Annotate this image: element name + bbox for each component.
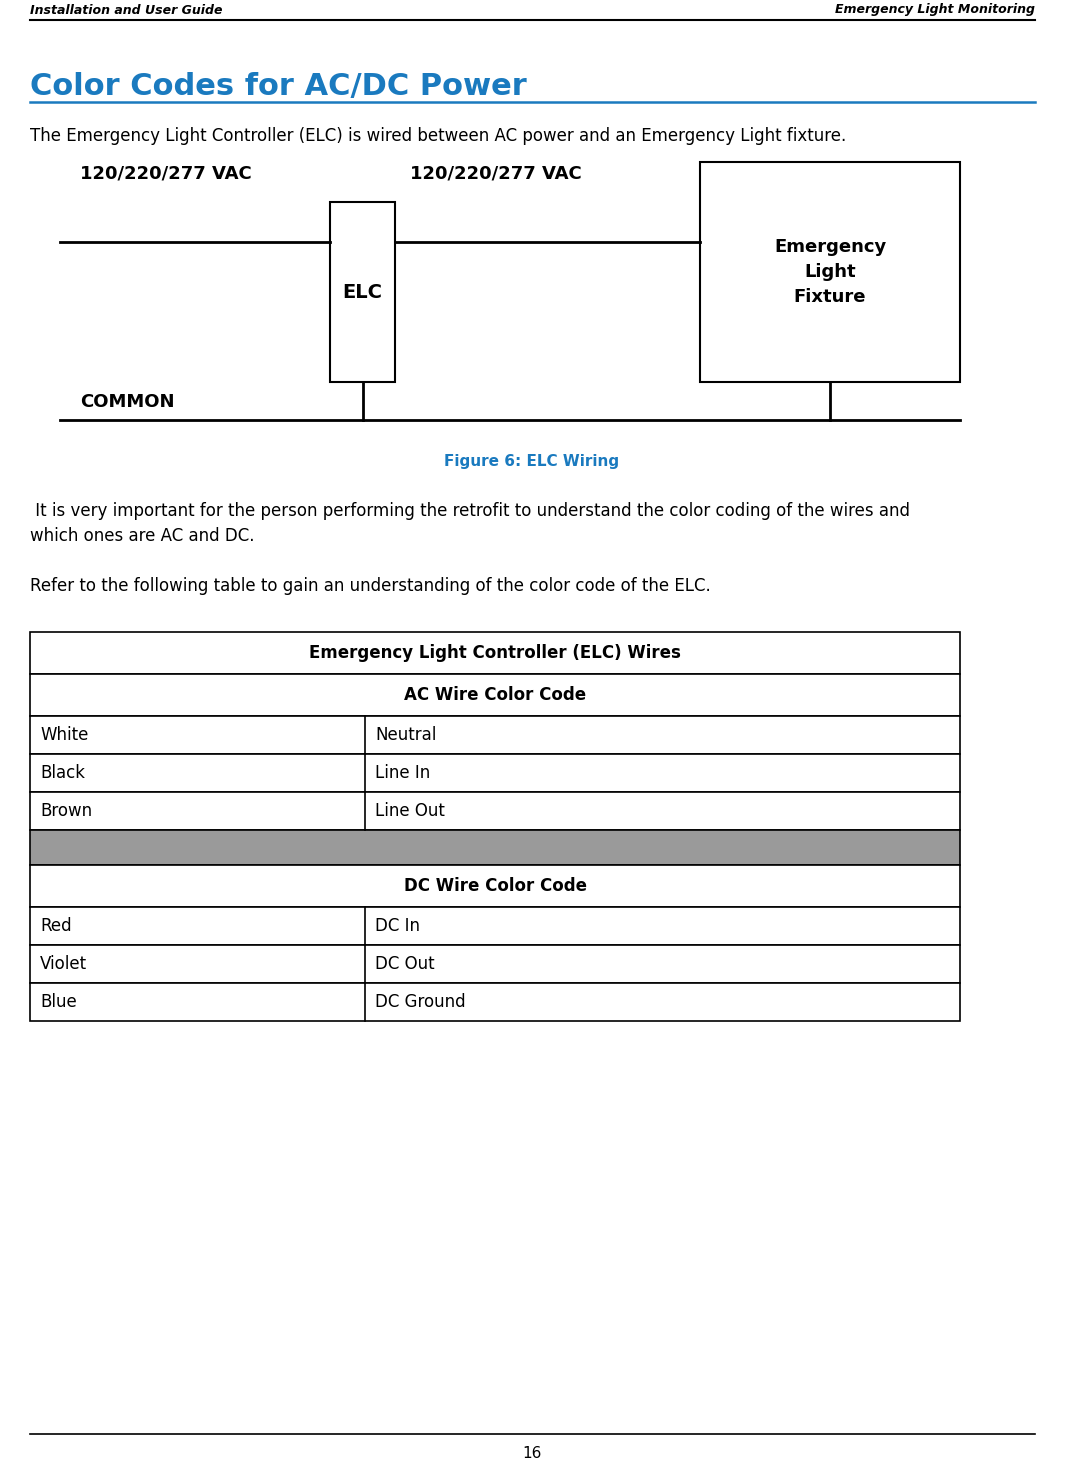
Text: ELC: ELC [343, 283, 382, 302]
Bar [30, 907, 960, 945]
Text: Brown: Brown [40, 802, 93, 820]
Text: White: White [40, 726, 88, 743]
Text: Line Out: Line Out [375, 802, 445, 820]
Text: DC Wire Color Code: DC Wire Color Code [404, 877, 587, 895]
Bar [30, 715, 960, 754]
Text: Installation and User Guide: Installation and User Guide [30, 3, 223, 16]
Bar [700, 162, 960, 383]
Text: DC Out: DC Out [375, 955, 435, 973]
Text: Blue: Blue [40, 994, 77, 1011]
Bar [30, 631, 960, 674]
Text: 120/220/277 VAC: 120/220/277 VAC [410, 163, 581, 183]
Text: The Emergency Light Controller (ELC) is wired between AC power and an Emergency : The Emergency Light Controller (ELC) is … [30, 127, 847, 146]
Bar [30, 754, 960, 792]
Text: Emergency Light Controller (ELC) Wires: Emergency Light Controller (ELC) Wires [309, 645, 681, 662]
Bar [30, 866, 960, 907]
Bar [30, 674, 960, 715]
Text: 120/220/277 VAC: 120/220/277 VAC [80, 163, 251, 183]
Bar [30, 983, 960, 1022]
Text: AC Wire Color Code: AC Wire Color Code [404, 686, 586, 704]
Text: Line In: Line In [375, 764, 430, 782]
Text: which ones are AC and DC.: which ones are AC and DC. [30, 527, 255, 545]
Text: It is very important for the person performing the retrofit to understand the co: It is very important for the person perf… [30, 502, 910, 520]
Text: 16: 16 [522, 1447, 542, 1462]
Text: Black: Black [40, 764, 85, 782]
Text: DC In: DC In [375, 917, 420, 935]
Bar [30, 830, 960, 866]
Text: DC Ground: DC Ground [375, 994, 465, 1011]
Text: Emergency Light Monitoring: Emergency Light Monitoring [835, 3, 1035, 16]
Text: Refer to the following table to gain an understanding of the color code of the E: Refer to the following table to gain an … [30, 577, 710, 595]
Bar [330, 202, 395, 383]
Text: Emergency
Light
Fixture: Emergency Light Fixture [774, 238, 886, 306]
Text: COMMON: COMMON [80, 393, 175, 411]
Text: Figure 6: ELC Wiring: Figure 6: ELC Wiring [444, 453, 620, 470]
Text: Neutral: Neutral [375, 726, 437, 743]
Text: Red: Red [40, 917, 71, 935]
Text: Color Codes for AC/DC Power: Color Codes for AC/DC Power [30, 72, 527, 102]
Text: Violet: Violet [40, 955, 87, 973]
Bar [30, 945, 960, 983]
Bar [30, 792, 960, 830]
